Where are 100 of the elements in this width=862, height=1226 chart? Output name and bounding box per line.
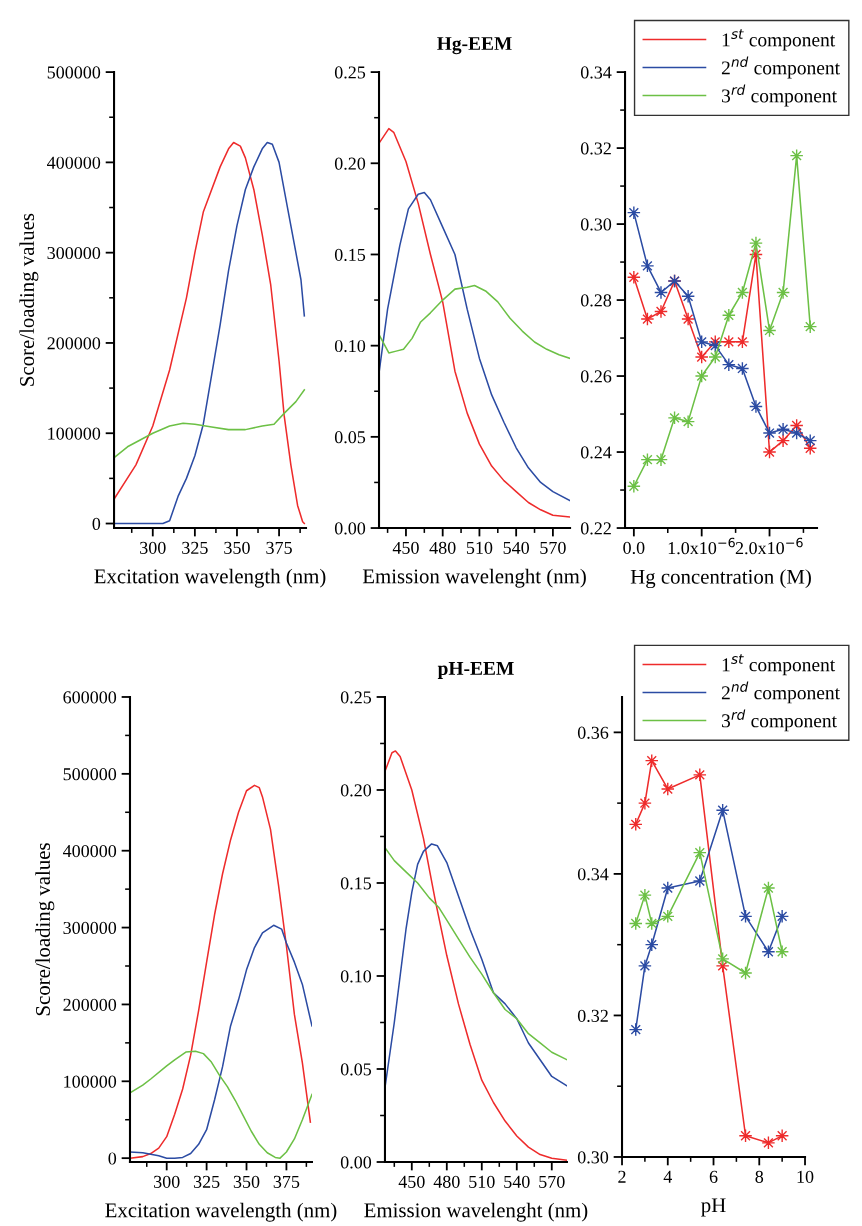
point [708,350,723,365]
point [654,285,668,300]
y-tick-label: 0.28 [580,294,612,307]
x-tick-label: 1.0x10$^{−6}$ [668,537,735,555]
point [776,433,791,448]
x-axis-title: Emission wavelenght (nm) [362,568,586,588]
legend-label: 2$^{nd}$ component [721,681,840,704]
x-tick-label: 350 [224,541,250,554]
y-axis-title: Score/loading values [19,213,39,386]
point [775,944,790,959]
y-tick-label: 0.30 [580,218,612,231]
legend-label: 3$^{rd}$ component [722,709,837,732]
y-tick-label: 0.10 [334,339,366,353]
y-tick-label: 0.05 [334,431,366,444]
x-tick-label: 540 [504,1175,530,1188]
point [681,289,696,304]
point [637,796,652,811]
chart-title: pH-EEM [437,662,514,679]
point [640,258,655,273]
line-series [379,127,571,518]
y-tick-label: 0.30 [577,1151,609,1164]
line-series [379,284,571,360]
y-tick-label: 600000 [63,691,117,704]
line-series [114,141,306,525]
y-tick-label: 0.10 [340,970,372,983]
y-tick-label: 500000 [63,768,117,781]
point [626,205,641,220]
point [721,334,736,349]
line-series [129,784,312,1159]
point [762,445,777,459]
x-tick-label: 8 [755,1170,764,1183]
x-tick-label: 570 [539,1175,565,1188]
point [681,414,696,429]
point [776,285,791,300]
y-tick-label: 0.24 [580,446,612,459]
point [694,350,709,365]
point [681,312,696,327]
point [749,399,763,414]
y-tick-label: 0 [92,517,101,530]
x-tick-label: 375 [273,1175,300,1188]
y-tick-label: 500000 [47,66,101,79]
point [660,782,675,796]
x-axis-title: Hg concentration (M) [630,569,811,589]
x-tick-label: 570 [540,541,566,554]
point [761,1135,776,1150]
y-tick-label: 300000 [63,921,117,935]
y-tick-label: 0.26 [580,370,612,383]
x-tick-label: 450 [392,541,419,554]
y-tick-label: 400000 [47,156,101,169]
point [667,410,682,425]
x-axis-title: pH [701,1198,726,1217]
y-tick-label: 0.00 [340,1156,372,1169]
x-axis-title: Emission wavelenght (nm) [364,1202,588,1222]
point [694,369,709,384]
point [721,357,736,372]
line-series [114,389,306,459]
legend-label: 2$^{nd}$ component [721,56,840,79]
y-tick-label: 0.32 [580,142,611,155]
y-tick-label: 0.25 [340,691,372,704]
point [749,236,763,251]
x-tick-label: 350 [233,1175,260,1188]
y-tick-label: 0.36 [577,726,609,739]
y-tick-label: 0.22 [580,522,611,535]
x-tick-label: 510 [469,1175,495,1188]
point [775,909,790,924]
x-tick-label: 480 [433,1175,460,1188]
y-tick-label: 400000 [62,844,117,858]
point [762,426,777,440]
point [654,304,668,319]
point [775,1128,790,1143]
x-tick-label: 300 [140,541,166,554]
point [715,951,730,966]
point [721,308,736,323]
y-tick-label: 0.20 [340,784,372,797]
y-tick-label: 0.32 [577,1009,608,1022]
y-tick-label: 0.20 [334,157,366,170]
y-tick-label: 100000 [64,1075,117,1088]
point [761,881,776,896]
y-tick-label: 200000 [63,998,117,1011]
y-tick-label: 0.34 [577,868,609,881]
point [637,888,652,903]
x-axis-title: Excitation wavelength (nm) [105,1202,337,1222]
y-tick-label: 0.15 [340,877,372,890]
x-tick-label: 480 [429,541,456,554]
x-tick-label: 450 [398,1175,425,1188]
legend-label: 3$^{rd}$ component [722,84,837,107]
y-tick-label: 0 [108,1152,117,1165]
x-tick-label: 300 [154,1175,180,1188]
line-series [129,924,312,1159]
x-tick-label: 4 [663,1170,672,1183]
x-tick-label: 375 [266,541,292,554]
point [738,966,753,980]
legend-label: 1$^{st}$ component [722,654,836,676]
point [654,452,668,467]
x-tick-label: 325 [193,1175,220,1188]
x-tick-label: 10 [797,1170,814,1183]
y-tick-label: 100000 [48,427,101,440]
chart-title: Hg-EEM [437,37,512,55]
line-series [129,1050,312,1159]
y-tick-label: 200000 [47,337,101,350]
